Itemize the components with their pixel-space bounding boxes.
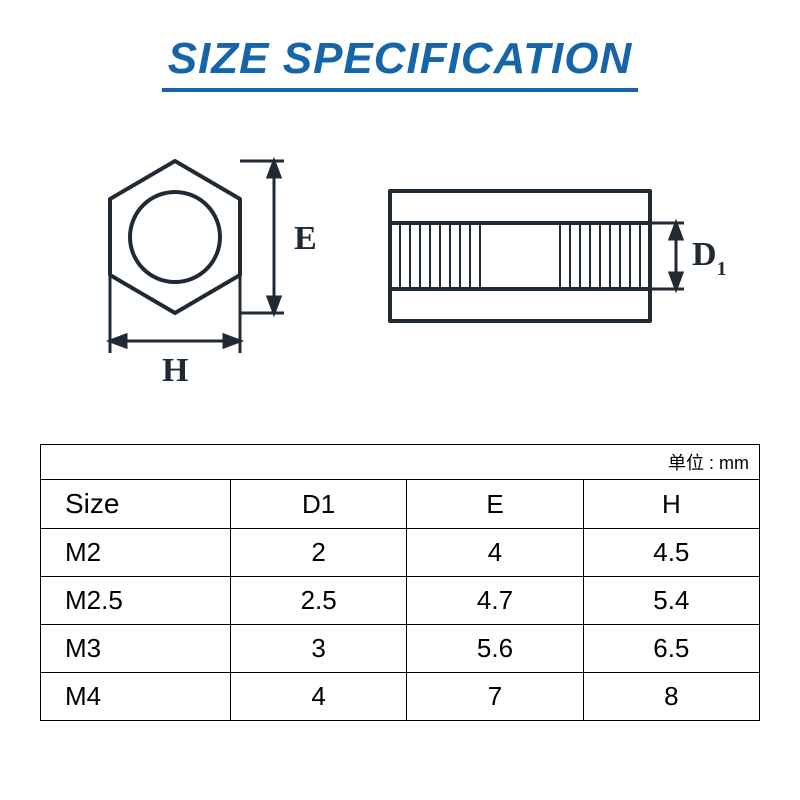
cell: M3 xyxy=(41,625,231,673)
cell: 5.6 xyxy=(407,625,583,673)
cell: M4 xyxy=(41,673,231,721)
cell: 4 xyxy=(231,673,407,721)
page-title: SIZE SPECIFICATION xyxy=(162,34,639,92)
col-e: E xyxy=(407,480,583,529)
label-D-sub: 1 xyxy=(717,258,727,280)
col-size: Size xyxy=(41,480,231,529)
cell: 6.5 xyxy=(583,625,759,673)
cell: 3 xyxy=(231,625,407,673)
title-wrap: SIZE SPECIFICATION xyxy=(24,20,776,92)
table-header-row: Size D1 E H xyxy=(41,480,760,529)
cell: 2 xyxy=(231,529,407,577)
diagram-row: E H xyxy=(24,126,776,416)
svg-text:D1: D1 xyxy=(692,236,727,280)
page: SIZE SPECIFICATION E xyxy=(0,0,800,800)
cell: 2.5 xyxy=(231,577,407,625)
cell: 8 xyxy=(583,673,759,721)
cell: 4.7 xyxy=(407,577,583,625)
cell: M2.5 xyxy=(41,577,231,625)
hex-front-diagram: E H xyxy=(60,141,340,401)
label-H: H xyxy=(162,352,188,389)
cell: M2 xyxy=(41,529,231,577)
cell: 4 xyxy=(407,529,583,577)
table-row: M4 4 7 8 xyxy=(41,673,760,721)
unit-row: 单位 : mm xyxy=(41,445,760,480)
col-h: H xyxy=(583,480,759,529)
label-E: E xyxy=(294,220,317,257)
label-D: D xyxy=(692,236,717,273)
standoff-side-diagram: D1 xyxy=(380,161,740,381)
cell: 7 xyxy=(407,673,583,721)
table-row: M2 2 4 4.5 xyxy=(41,529,760,577)
table-row: M3 3 5.6 6.5 xyxy=(41,625,760,673)
unit-label: 单位 : mm xyxy=(41,445,760,480)
cell: 5.4 xyxy=(583,577,759,625)
cell: 4.5 xyxy=(583,529,759,577)
spec-table: 单位 : mm Size D1 E H M2 2 4 4.5 M2.5 2.5 … xyxy=(40,444,760,721)
table-row: M2.5 2.5 4.7 5.4 xyxy=(41,577,760,625)
col-d1: D1 xyxy=(231,480,407,529)
